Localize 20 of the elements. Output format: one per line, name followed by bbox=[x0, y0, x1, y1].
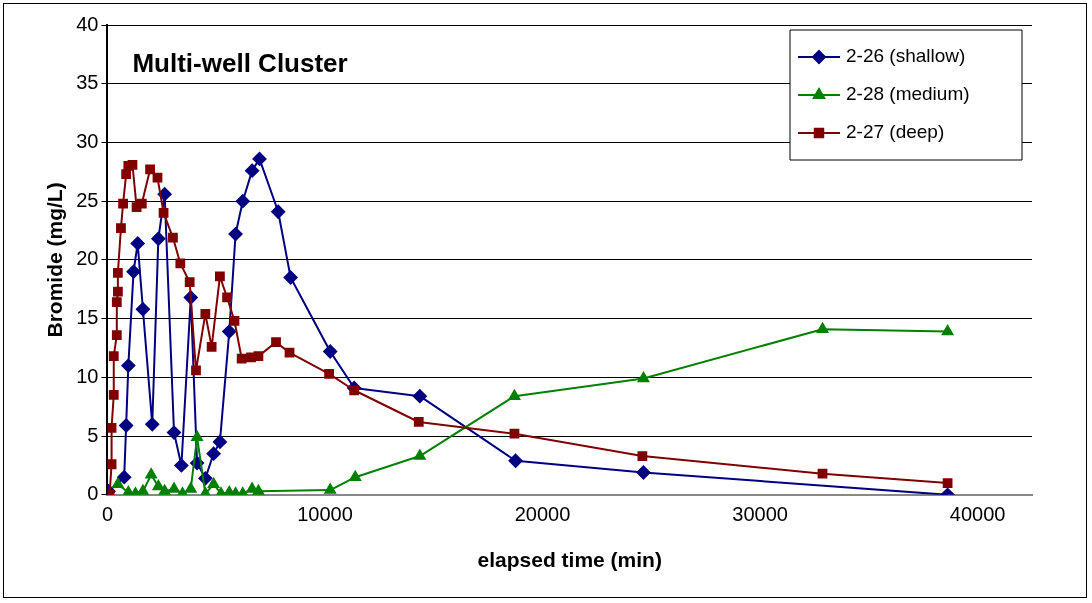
x-tick-label: 40000 bbox=[949, 503, 1006, 526]
x-tick-label: 30000 bbox=[732, 503, 788, 526]
x-axis-title: elapsed time (min) bbox=[477, 548, 662, 572]
x-tick-label: 0 bbox=[101, 503, 114, 526]
y-tick-label: 35 bbox=[76, 71, 99, 94]
y-tick-label: 25 bbox=[76, 188, 99, 211]
x-tick-label: 10000 bbox=[297, 503, 353, 526]
y-tick-label: 20 bbox=[76, 247, 99, 270]
y-tick-label: 0 bbox=[87, 482, 99, 505]
x-tick-label: 20000 bbox=[514, 503, 571, 526]
legend-label: 2-26 (shallow) bbox=[846, 45, 966, 67]
y-axis-title: Bromide (mg/L) bbox=[43, 182, 67, 338]
y-tick-label: 5 bbox=[87, 423, 99, 446]
legend-label: 2-27 (deep) bbox=[846, 121, 945, 143]
y-tick-label: 15 bbox=[76, 306, 99, 329]
y-tick-label: 10 bbox=[76, 364, 99, 387]
text: Multi-well Cluster bbox=[132, 48, 348, 79]
y-tick-label: 40 bbox=[76, 12, 99, 35]
legend-label: 2-28 (medium) bbox=[846, 83, 970, 105]
y-tick-label: 30 bbox=[76, 129, 99, 152]
